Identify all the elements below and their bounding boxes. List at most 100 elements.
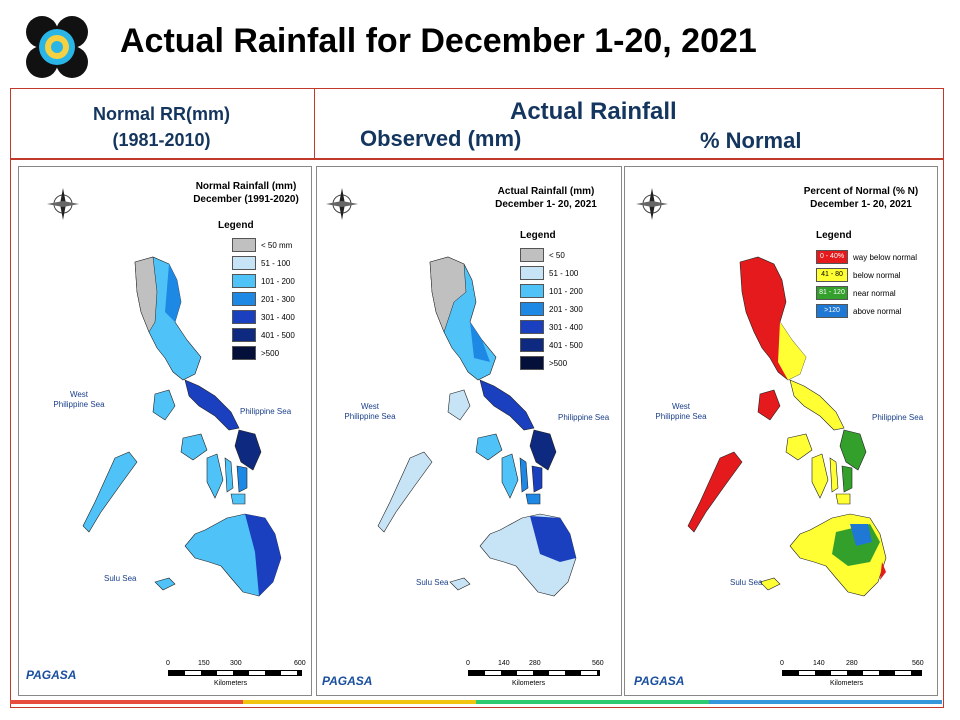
legend-item: 51 - 100	[232, 254, 295, 272]
map2-sulu-sea-label: Sulu Sea	[416, 578, 449, 587]
compass-rose-1	[45, 186, 81, 222]
legend-item: 101 - 200	[520, 282, 583, 300]
pagasa-logo-2: PAGASA	[322, 674, 373, 688]
pagasa-seal-logo	[24, 14, 90, 80]
legend-swatch	[232, 310, 256, 324]
scale-tick-label: 280	[846, 660, 858, 667]
map2-legend-title: Legend	[520, 230, 556, 241]
map-panel-actual	[316, 166, 622, 696]
scale-unit-3: Kilometers	[830, 680, 864, 687]
maps-frame	[10, 158, 944, 708]
scale-unit-2: Kilometers	[512, 680, 546, 687]
legend-label: >500	[261, 348, 280, 358]
legend-label: < 50 mm	[261, 240, 293, 250]
legend-swatch	[520, 284, 544, 298]
scale-tick-label: 560	[912, 660, 924, 667]
scale-unit-1: Kilometers	[214, 680, 248, 687]
legend-item: 0 - 40% way below normal	[816, 248, 917, 266]
legend-label: 401 - 500	[261, 330, 295, 340]
legend-label: 101 - 200	[549, 286, 583, 296]
scale-tick-label: 0	[466, 660, 470, 667]
map1-title-line1: Normal Rainfall (mm)	[195, 181, 297, 192]
legend-item: 51 - 100	[520, 264, 583, 282]
legend-label: 101 - 200	[261, 276, 295, 286]
legend-label: 301 - 400	[549, 322, 583, 332]
legend-label: below normal	[853, 270, 901, 280]
legend-swatch: 81 - 120	[816, 286, 848, 300]
map3-title-line1: Percent of Normal (% N)	[803, 186, 919, 197]
legend-swatch	[520, 266, 544, 280]
legend-label: 51 - 100	[549, 268, 579, 278]
legend-item: 401 - 500	[520, 336, 583, 354]
legend-swatch	[520, 248, 544, 262]
legend-label: 51 - 100	[261, 258, 291, 268]
map3-west-sea-label: West Philippine Sea	[655, 402, 707, 421]
map1-west-sea-label: West Philippine Sea	[53, 390, 105, 409]
map1-sulu-sea-label: Sulu Sea	[104, 574, 137, 583]
scale-tick-label: 0	[166, 660, 170, 667]
map3-east-sea-label: Philippine Sea	[872, 413, 924, 422]
scale-bar-2	[468, 670, 600, 684]
legend-swatch	[232, 238, 256, 252]
scale-tick-label: 560	[592, 660, 604, 667]
map-panel-normal	[18, 166, 312, 696]
stripe-segment	[10, 700, 243, 704]
legend-item: >500	[232, 344, 295, 362]
scale-tick-label: 0	[780, 660, 784, 667]
pagasa-logo-1: PAGASA	[26, 668, 77, 682]
legend-item: 301 - 400	[520, 318, 583, 336]
scale-tick-label: 600	[294, 660, 306, 667]
map2-title-line1: Actual Rainfall (mm)	[497, 186, 595, 197]
legend-item: 81 - 120 near normal	[816, 284, 917, 302]
actual-rainfall-label: Actual Rainfall	[510, 98, 677, 125]
legend-swatch: >120	[816, 304, 848, 318]
map1-title-line2: December (1991-2020)	[193, 194, 299, 205]
bottom-color-stripe	[10, 700, 942, 704]
map3-legend: 0 - 40% way below normal 41 - 80 below norm…	[816, 248, 917, 320]
legend-item: 401 - 500	[232, 326, 295, 344]
legend-label: near normal	[853, 288, 896, 298]
stripe-segment	[243, 700, 476, 704]
map1-legend: < 50 mm 51 - 100 101 - 200 201 - 300 301 - 4…	[232, 236, 295, 362]
map2-title-line2: December 1- 20, 2021	[495, 199, 597, 210]
compass-rose-3	[634, 186, 670, 222]
map2-title: Actual Rainfall (mm) December 1- 20, 202…	[484, 185, 608, 211]
stripe-segment	[476, 700, 709, 704]
legend-label: >500	[549, 358, 568, 368]
legend-label: 201 - 300	[261, 294, 295, 304]
legend-label: < 50	[549, 250, 565, 260]
map1-title: Normal Rainfall (mm) December (1991-2020…	[186, 180, 306, 206]
legend-label: way below normal	[853, 252, 918, 262]
map3-title: Percent of Normal (% N) December 1- 20, …	[794, 185, 928, 211]
legend-item: < 50	[520, 246, 583, 264]
scale-bar-3	[782, 670, 922, 684]
legend-swatch: 41 - 80	[816, 268, 848, 282]
percent-normal-label: % Normal	[700, 128, 802, 153]
map1-legend-title: Legend	[218, 220, 254, 231]
legend-item: 101 - 200	[232, 272, 295, 290]
page-title: Actual Rainfall for December 1-20, 2021	[120, 22, 757, 60]
legend-label: above normal	[853, 306, 902, 316]
legend-item: 301 - 400	[232, 308, 295, 326]
map1-east-sea-label: Philippine Sea	[240, 407, 292, 416]
normal-rr-label: Normal RR(mm)	[92, 104, 230, 124]
legend-swatch	[520, 356, 544, 370]
legend-swatch	[520, 338, 544, 352]
map2-east-sea-label: Philippine Sea	[558, 413, 610, 422]
map3-title-line2: December 1- 20, 2021	[810, 199, 912, 210]
map2-west-sea-label: West Philippine Sea	[344, 402, 396, 421]
stripe-segment	[709, 700, 942, 704]
legend-swatch	[232, 292, 256, 306]
map-panel-percent	[624, 166, 938, 696]
legend-swatch	[232, 346, 256, 360]
scale-tick-label: 300	[230, 660, 242, 667]
scale-tick-label: 150	[198, 660, 210, 667]
observed-label: Observed (mm)	[360, 126, 522, 151]
legend-swatch	[232, 256, 256, 270]
legend-swatch: 0 - 40%	[816, 250, 848, 264]
legend-item: >500	[520, 354, 583, 372]
legend-swatch	[232, 274, 256, 288]
actual-header-box	[314, 88, 944, 160]
legend-swatch	[520, 302, 544, 316]
normal-period-label: (1981-2010)	[112, 130, 211, 150]
